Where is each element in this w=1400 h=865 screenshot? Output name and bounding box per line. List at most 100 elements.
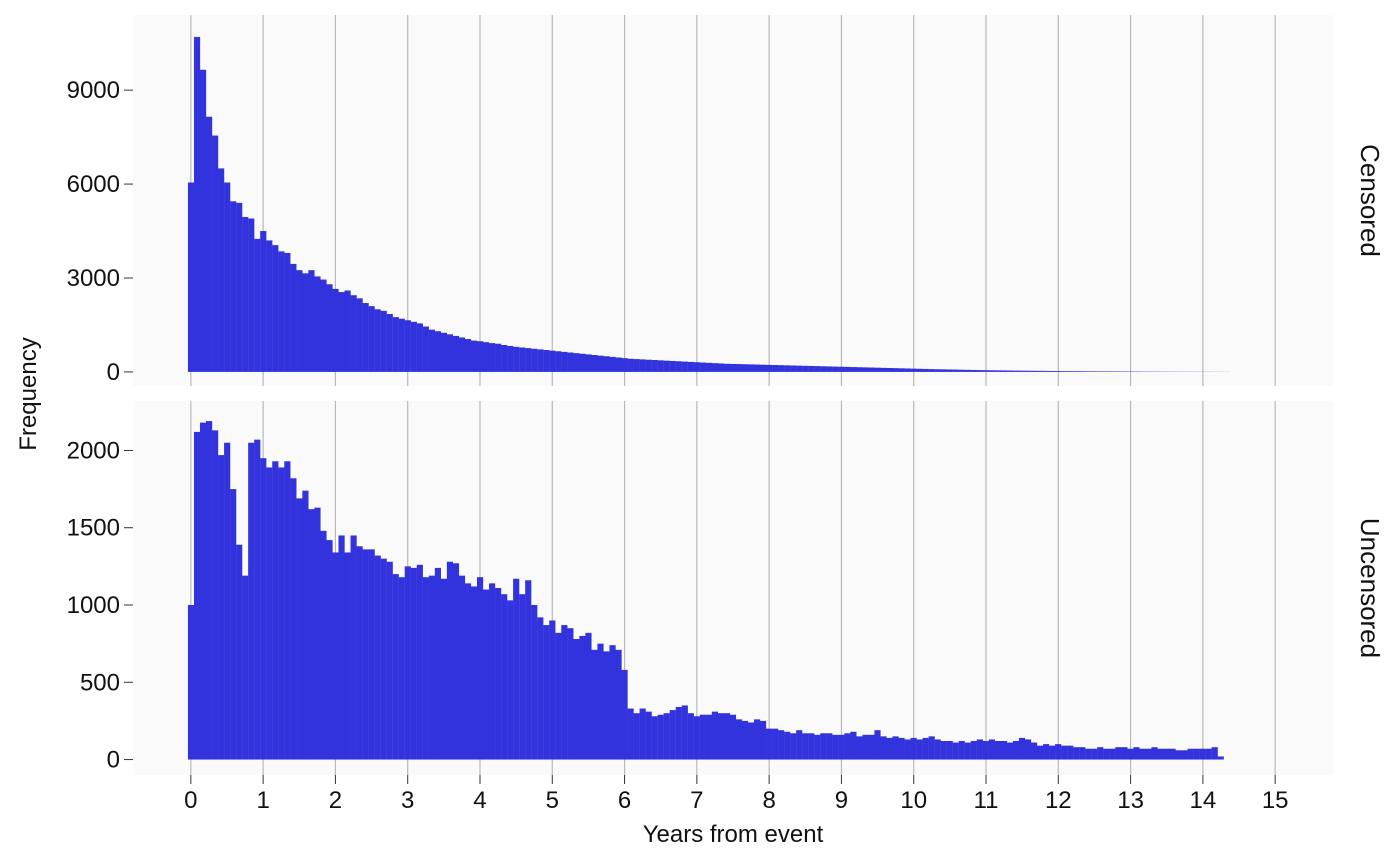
histogram-bar	[266, 467, 273, 760]
histogram-bar	[567, 628, 574, 760]
x-tick-label: 7	[690, 787, 703, 814]
histogram-bar	[705, 714, 712, 760]
histogram-bar	[549, 350, 556, 372]
histogram-bar	[633, 713, 640, 760]
histogram-bar	[326, 284, 333, 372]
histogram-bar	[332, 552, 339, 760]
histogram-bar	[934, 369, 941, 372]
histogram-bar	[832, 734, 839, 760]
histogram-bar	[669, 710, 676, 760]
histogram-bar	[1061, 745, 1068, 760]
histogram-bar	[874, 367, 881, 372]
y-tick-label: 2000	[67, 437, 120, 464]
histogram-bar	[741, 720, 749, 760]
histogram-bar	[356, 546, 363, 760]
histogram-bar	[898, 737, 905, 760]
histogram-bar	[699, 714, 706, 760]
histogram-bar	[838, 734, 845, 760]
histogram-bar	[946, 741, 953, 760]
histogram-bar	[856, 367, 863, 372]
histogram-bar	[940, 369, 947, 372]
histogram-bar	[627, 358, 634, 372]
histogram-bar	[525, 348, 532, 372]
histogram-bar	[681, 361, 688, 372]
histogram-bar	[1157, 748, 1164, 760]
histogram-bar	[344, 290, 351, 372]
histogram-bar	[711, 711, 718, 760]
histogram-bar	[1085, 371, 1092, 372]
histogram-bar	[495, 343, 502, 372]
histogram-bar	[1187, 748, 1194, 760]
histogram-bar	[404, 320, 411, 372]
histogram-bar	[230, 489, 237, 760]
histogram-bar	[579, 353, 586, 372]
histogram-bar	[651, 716, 658, 760]
histogram-bar	[507, 600, 514, 760]
histogram-bar	[549, 620, 556, 760]
histogram-bar	[254, 439, 261, 760]
x-tick-label: 5	[546, 787, 559, 814]
histogram-bar	[952, 369, 959, 372]
histogram-bar	[1006, 370, 1014, 372]
histogram-bar	[880, 736, 887, 760]
histogram-bar	[489, 343, 496, 372]
histogram-bar	[916, 739, 923, 760]
histogram-bar	[284, 252, 291, 372]
histogram-bar	[1139, 748, 1146, 760]
histogram-bar	[862, 367, 869, 372]
histogram-bar	[1103, 748, 1110, 760]
histogram-bar	[892, 736, 899, 760]
histogram-bar	[1199, 748, 1206, 760]
x-axis-title: Years from event	[643, 821, 824, 848]
histogram-bar	[501, 594, 508, 760]
histogram-bar	[657, 360, 664, 372]
histogram-bar	[398, 318, 405, 372]
histogram-bar	[1024, 370, 1032, 372]
histogram-bar	[922, 737, 929, 760]
histogram-bar	[808, 733, 815, 760]
x-axis: 0 1 2 3 4 5 6 7 8 9 10 11 12 13 14 15	[184, 775, 1289, 814]
histogram-bar	[308, 270, 315, 372]
histogram-bar	[1091, 748, 1098, 760]
x-tick-label: 15	[1262, 787, 1289, 814]
histogram-bar	[820, 733, 827, 760]
histogram-bar	[982, 370, 989, 372]
histogram-bar	[1018, 370, 1026, 372]
histogram-bar	[567, 352, 574, 372]
histogram-bar	[440, 578, 448, 760]
histogram-bar	[386, 561, 393, 760]
x-tick-label: 11	[974, 787, 999, 814]
panel-uncensored: 0 500 1000 1500 2000 Uncensored	[67, 401, 1385, 775]
histogram-bar	[1012, 370, 1020, 372]
y-tick-label: 1000	[67, 592, 120, 619]
y-tick-label: 6000	[67, 171, 120, 198]
histogram-bar	[645, 711, 652, 760]
histogram-bar	[212, 135, 219, 372]
y-tick-label: 9000	[67, 77, 120, 104]
histogram-bar	[248, 218, 255, 372]
histogram-bar	[585, 632, 592, 760]
histogram-bar	[766, 728, 773, 760]
histogram-bar	[513, 346, 520, 372]
facet-strip-label: Uncensored	[1355, 518, 1385, 658]
histogram-bar	[1091, 371, 1098, 372]
histogram-bar	[344, 552, 351, 760]
histogram-bar	[597, 355, 604, 372]
histogram-bar	[1036, 745, 1044, 760]
histogram-bar	[1097, 747, 1104, 760]
histogram-bar	[476, 341, 484, 372]
histogram-bar	[723, 363, 731, 372]
histogram-bar	[272, 245, 279, 372]
histogram-bar	[868, 367, 875, 372]
histogram-bar	[1103, 371, 1110, 372]
histogram-bar	[874, 730, 881, 760]
histogram-bar	[362, 303, 369, 372]
histogram-bar	[224, 442, 231, 760]
histogram-bar	[187, 182, 195, 372]
histogram-bar	[374, 555, 381, 760]
histogram-bar	[910, 368, 917, 372]
histogram-bar	[579, 635, 586, 760]
histogram-bar	[1181, 750, 1188, 760]
histogram-bar	[260, 231, 267, 372]
